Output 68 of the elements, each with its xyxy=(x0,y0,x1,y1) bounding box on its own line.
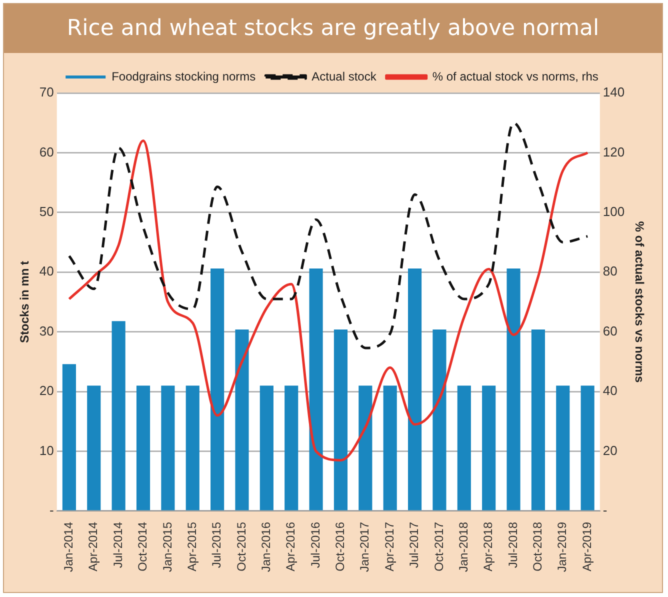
x-tick-label: Apr-2018 xyxy=(481,522,496,572)
bar xyxy=(531,329,545,510)
bar xyxy=(383,386,397,510)
bar xyxy=(580,386,594,510)
bar xyxy=(186,386,200,510)
y2-tick-label: 140 xyxy=(602,84,625,100)
y-tick-label: 60 xyxy=(39,144,54,160)
bar xyxy=(112,321,126,510)
x-tick-label: Jan-2017 xyxy=(358,522,372,572)
chart-title: Rice and wheat stocks are greatly above normal xyxy=(4,4,662,53)
y2-tick-label: 100 xyxy=(602,204,625,219)
legend-label: Foodgrains stocking norms xyxy=(112,69,256,84)
x-tick-label: Jul-2017 xyxy=(407,522,422,568)
bar xyxy=(62,364,76,510)
bar xyxy=(136,386,150,510)
x-tick-label: Jul-2016 xyxy=(308,522,322,568)
x-tick-label: Jan-2015 xyxy=(160,522,174,572)
bar xyxy=(210,268,224,510)
x-tick-label: Jan-2019 xyxy=(555,522,570,572)
y-tick-label: 40 xyxy=(39,264,54,279)
y2-tick-label: 20 xyxy=(602,442,618,458)
bar xyxy=(309,268,323,510)
y-tick-label: 50 xyxy=(39,204,54,219)
y2-tick-label: 120 xyxy=(602,144,625,160)
line-series xyxy=(68,140,589,462)
x-tick-label: Jul-2015 xyxy=(210,522,224,568)
y2-axis-title: % of actual stocks vs norms xyxy=(632,221,646,383)
y-tick-label: 10 xyxy=(39,442,54,458)
bar xyxy=(260,386,274,510)
line-series xyxy=(68,122,589,350)
y-axis-title: Stocks in mn t xyxy=(18,260,32,343)
bar xyxy=(284,386,298,510)
x-tick-label: Apr-2019 xyxy=(580,522,594,572)
x-tick-label: Oct-2016 xyxy=(333,522,348,572)
y-tick-label: - xyxy=(50,502,54,518)
bar xyxy=(161,386,175,510)
bar xyxy=(556,386,570,510)
y2-tick-label: 40 xyxy=(602,383,618,398)
bar xyxy=(432,329,446,510)
y-tick-label: 70 xyxy=(39,84,54,100)
x-tick-label: Apr-2016 xyxy=(284,522,298,572)
x-tick-label: Apr-2017 xyxy=(382,522,396,572)
x-tick-label: Oct-2017 xyxy=(432,522,446,572)
legend-label: Actual stock xyxy=(312,69,378,84)
bar xyxy=(408,268,422,510)
bar xyxy=(457,386,471,510)
bar xyxy=(87,386,101,510)
legend-label: % of actual stock vs norms, rhs xyxy=(432,69,598,84)
y2-tick-label: 80 xyxy=(602,264,618,279)
x-tick-label: Oct-2014 xyxy=(136,522,150,572)
x-tick-label: Jan-2018 xyxy=(456,522,470,572)
y2-tick-label: - xyxy=(602,502,608,518)
x-tick-label: Jul-2018 xyxy=(506,522,520,568)
y-tick-label: 20 xyxy=(39,383,54,398)
x-tick-label: Jan-2016 xyxy=(258,522,273,572)
bar xyxy=(334,329,348,510)
bar xyxy=(235,329,249,510)
bar xyxy=(358,386,372,510)
x-tick-label: Jul-2014 xyxy=(110,522,125,568)
x-tick-label: Oct-2015 xyxy=(234,522,248,572)
x-tick-label: Oct-2018 xyxy=(530,522,545,572)
bar xyxy=(482,386,496,510)
x-tick-label: Apr-2014 xyxy=(86,522,100,572)
bar xyxy=(506,268,520,510)
x-tick-label: Apr-2015 xyxy=(184,522,199,572)
x-tick-label: Jan-2014 xyxy=(62,522,76,572)
y-tick-label: 30 xyxy=(39,323,54,338)
y2-tick-label: 60 xyxy=(602,323,618,338)
